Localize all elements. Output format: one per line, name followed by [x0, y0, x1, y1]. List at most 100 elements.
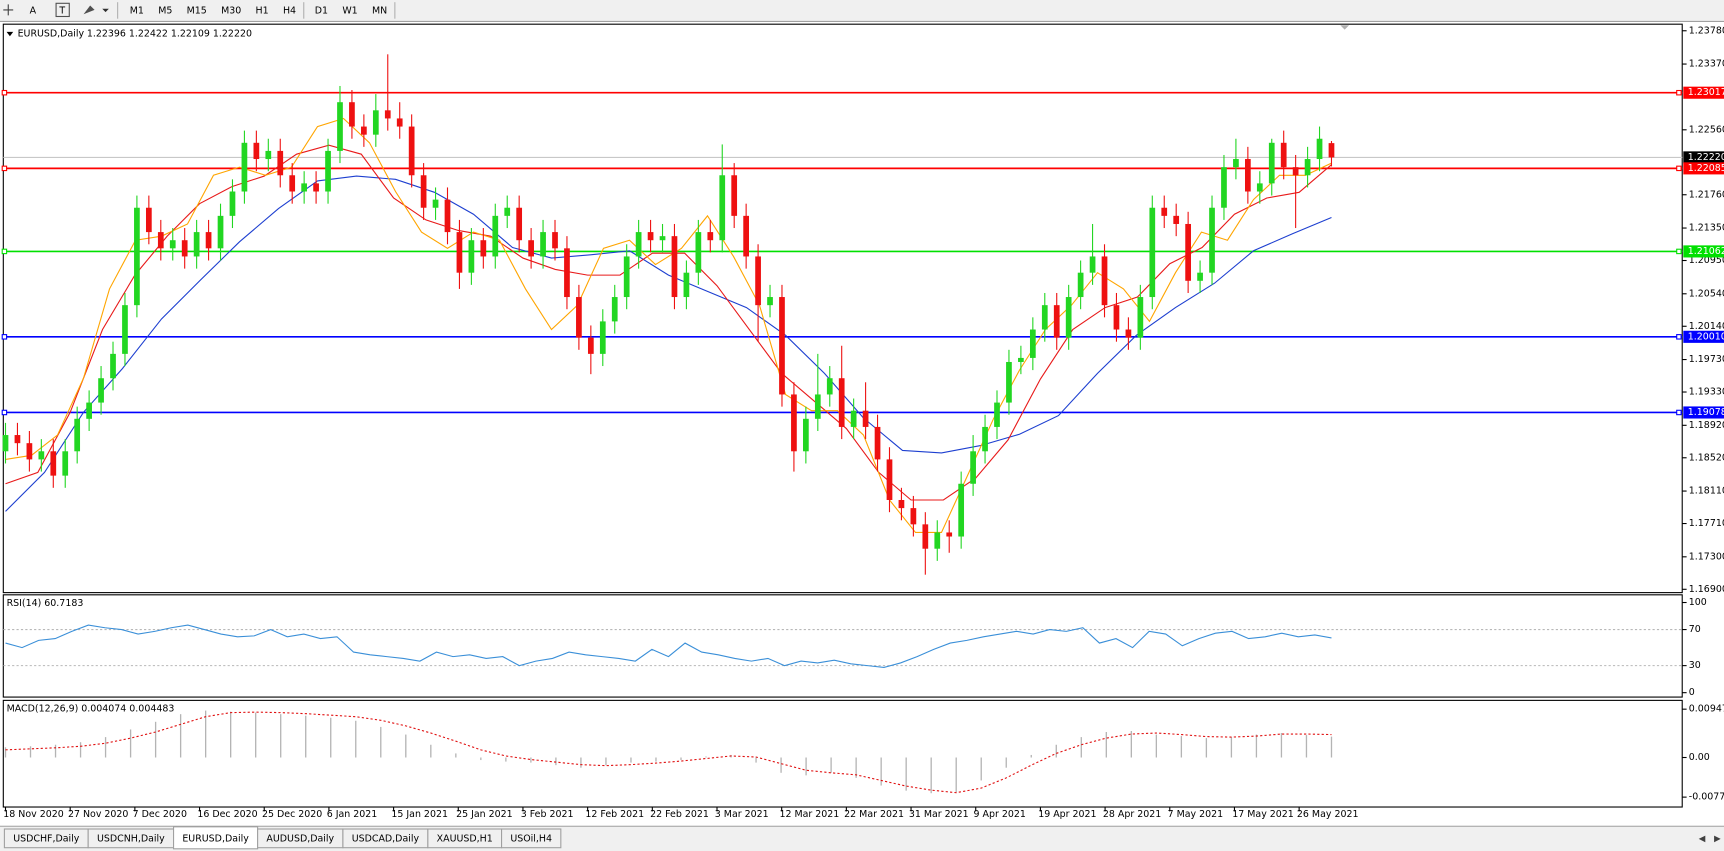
candle-body — [492, 215, 499, 257]
candle-body — [169, 240, 176, 249]
candle-body — [62, 451, 69, 476]
crosshair-tool[interactable] — [3, 4, 14, 16]
timeframe-button[interactable]: M15 — [187, 5, 207, 16]
candle-body — [1089, 256, 1096, 273]
candle-body — [791, 394, 797, 452]
level-handle — [1, 409, 8, 416]
scroll-right[interactable] — [1714, 835, 1721, 843]
x-tick-label: 7 May 2021 — [1168, 809, 1224, 820]
x-tick-label: 25 Dec 2020 — [262, 809, 322, 820]
shift-marker — [1340, 25, 1350, 30]
candle-body — [456, 232, 463, 273]
candle-body — [767, 297, 773, 306]
candle-body — [1029, 329, 1036, 358]
y-tick-label: 1.23370 — [1689, 59, 1724, 70]
level-handle — [1676, 409, 1682, 416]
level-box — [1683, 86, 1724, 99]
candle-body — [1304, 159, 1311, 176]
tab[interactable]: USDCNH,Daily — [87, 828, 175, 849]
y-tick-label: 0 — [1689, 687, 1695, 698]
level-label: 1.23017 — [1688, 87, 1724, 98]
candle-body — [1292, 167, 1299, 176]
y-tick-label: 1.19330 — [1689, 387, 1724, 398]
timeframe-button[interactable]: D1 — [315, 5, 328, 16]
candle-body — [1101, 256, 1108, 306]
rsi-title: RSI(14) 60.7183 — [7, 598, 84, 609]
candle-body — [1137, 297, 1144, 338]
candle-body — [719, 175, 726, 241]
tab[interactable]: EURUSD,Daily — [173, 826, 259, 850]
candle-body — [803, 418, 809, 452]
current-price-label: 1.22220 — [1688, 152, 1724, 163]
candle-body — [623, 256, 630, 298]
tool-button[interactable]: T — [58, 5, 65, 16]
dropdown-arrow — [102, 8, 109, 13]
y-tick-label: 1.21350 — [1689, 223, 1724, 234]
x-tick-label: 3 Mar 2021 — [715, 809, 769, 820]
candle-body — [1197, 272, 1203, 281]
candle-body — [420, 175, 427, 208]
scroll-left[interactable] — [1698, 835, 1706, 843]
tool-button[interactable]: A — [30, 5, 37, 16]
timeframe-button[interactable]: M5 — [158, 5, 172, 16]
candle-body — [229, 191, 236, 216]
moving-average — [5, 144, 1332, 501]
tab[interactable]: USDCAD,Daily — [342, 828, 429, 849]
level-box — [1683, 162, 1724, 175]
y-tick-label: 1.17300 — [1689, 551, 1724, 562]
candle-body — [552, 232, 558, 249]
candle-body — [265, 150, 272, 160]
timeframe-button[interactable]: H1 — [256, 5, 269, 16]
arrow-right — [1714, 835, 1721, 843]
text-tool-box[interactable] — [55, 2, 70, 18]
candle-body — [922, 524, 929, 549]
timeframe-button[interactable]: W1 — [342, 5, 357, 16]
level-label: 1.22085 — [1688, 163, 1724, 174]
x-tick-label: 17 May 2021 — [1232, 809, 1294, 820]
level-handle — [1676, 165, 1682, 172]
level-handle — [1, 248, 8, 255]
draw-tools[interactable] — [83, 5, 109, 15]
candle-body — [1006, 361, 1012, 403]
candle-body — [540, 232, 546, 257]
level-label: 1.21062 — [1688, 246, 1724, 257]
ohlc-label: 1.22396 1.22422 1.22109 1.22220 — [87, 29, 252, 40]
candle-body — [731, 175, 738, 216]
menu-triangle — [6, 31, 14, 37]
y-tick-label: 1.19730 — [1689, 354, 1724, 365]
y-tick-label: 1.23780 — [1689, 25, 1724, 36]
timeframe-button[interactable]: M1 — [130, 5, 144, 16]
timeframe-button[interactable]: H4 — [283, 5, 296, 16]
x-tick-label: 25 Jan 2021 — [456, 809, 513, 820]
tab[interactable]: USDCHF,Daily — [3, 828, 89, 849]
level-label: 1.20010 — [1688, 331, 1724, 342]
candle-body — [516, 207, 523, 241]
arrow-left — [1698, 835, 1706, 843]
candle-body — [850, 410, 857, 427]
level-handle — [1, 165, 8, 172]
candle-body — [396, 118, 403, 127]
candle-body — [277, 150, 284, 176]
candle-body — [611, 297, 618, 322]
candle-body — [1077, 272, 1084, 298]
tab[interactable]: XAUUSD,H1 — [427, 828, 503, 849]
timeframe-button[interactable]: MN — [372, 5, 387, 16]
y-tick-label: 1.17710 — [1689, 518, 1724, 529]
tab[interactable]: AUDUSD,Daily — [257, 828, 344, 849]
tab[interactable]: USOil,H4 — [501, 828, 562, 849]
y-tick-label: 1.18920 — [1689, 420, 1724, 431]
level-handle — [1676, 248, 1682, 255]
candle-body — [743, 215, 749, 257]
candle-body — [217, 215, 224, 249]
rsi-line — [5, 624, 1332, 668]
candle-body — [361, 126, 367, 135]
candle-body — [994, 402, 1000, 427]
candle-body — [683, 272, 690, 298]
candle-body — [814, 394, 821, 419]
candle-body — [50, 451, 57, 476]
timeframe-button[interactable]: M30 — [221, 5, 241, 16]
candle-body — [468, 240, 475, 273]
candle-body — [862, 410, 869, 427]
x-tick-label: 6 Jan 2021 — [327, 809, 378, 820]
x-tick-label: 22 Feb 2021 — [650, 809, 709, 820]
